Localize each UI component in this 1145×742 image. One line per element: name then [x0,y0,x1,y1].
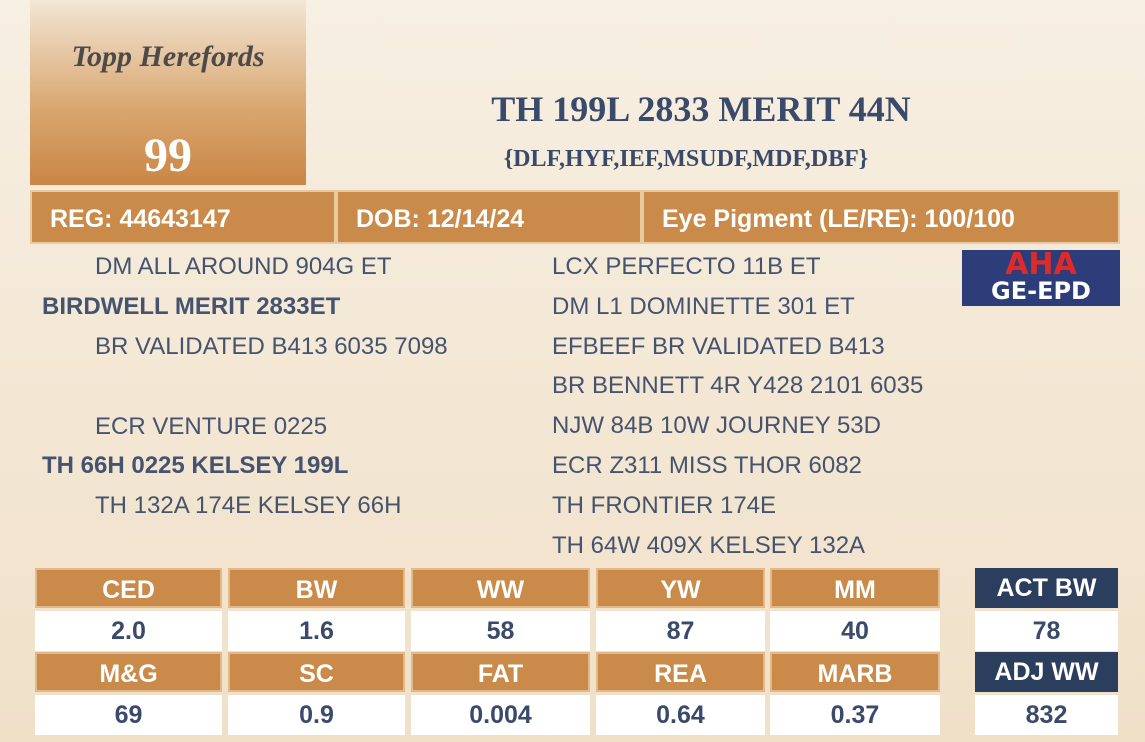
pedigree-dam: TH 66H 0225 KELSEY 199L [42,452,349,479]
epd-value: 40 [770,611,940,651]
pedigree-entry: DM ALL AROUND 904G ET [95,253,392,280]
info-cell: DOB: 12/14/24 [336,190,642,244]
pedigree-entry: ECR Z311 MISS THOR 6082 [552,452,862,479]
pedigree-entry: EFBEEF BR VALIDATED B413 [552,332,885,360]
subtitle: {DLF,HYF,IEF,MSUDF,MDF,DBF} [503,146,869,172]
info-cell: REG: 44643147 [30,190,336,244]
epd-header: YW [596,568,765,608]
pedigree-entry: TH 132A 174E KELSEY 66H [95,492,402,519]
pedigree-entry: LCX PERFECTO 11B ET [552,253,821,280]
epd-header: CED [35,568,222,608]
pedigree-entry: DM L1 DOMINETTE 301 ET [552,292,855,320]
epd-header: MARB [770,652,940,692]
logo-box: Topp Herefords 99 [30,0,306,185]
info-cell: Eye Pigment (LE/RE): 100/100 [642,190,1120,244]
logo: Topp Herefords [71,40,265,73]
epd-header: SC [228,652,405,692]
epd-value: 2.0 [35,611,222,651]
epd-value: 87 [596,611,765,651]
epd-header: WW [411,568,590,608]
epd-value: 0.37 [770,695,940,735]
badge-bottom: GE-EPD [991,277,1091,305]
pedigree-entry: BR BENNETT 4R Y428 2101 6035 [552,372,924,400]
actual-header: ADJ WW [975,652,1118,692]
epd-header: MM [770,568,940,608]
epd-value: 1.6 [228,611,405,651]
badge-top: AHA [1005,247,1077,282]
actual-value: 78 [975,611,1118,651]
epd-header: BW [228,568,405,608]
pedigree-entry: TH FRONTIER 174E [552,491,777,519]
epd-value: 0.9 [228,695,405,735]
epd-header: FAT [411,652,590,692]
pedigree-sire: BIRDWELL MERIT 2833ET [42,293,341,320]
epd-value: 69 [35,695,222,735]
actual-value: 832 [975,695,1118,735]
title: TH 199L 2833 MERIT 44N [491,89,911,129]
actual-header: ACT BW [975,568,1118,608]
epd-header: REA [596,652,765,692]
epd-value: 58 [411,611,590,651]
lot-number: 99 [144,129,192,182]
epd-header: M&G [35,652,222,692]
pedigree-entry: ECR VENTURE 0225 [95,413,328,440]
epd-value: 0.004 [411,695,590,735]
pedigree-entry: NJW 84B 10W JOURNEY 53D [552,412,881,440]
badge: AHA GE-EPD [962,250,1120,306]
epd-value: 0.64 [596,695,765,735]
pedigree-entry: BR VALIDATED B413 6035 7098 [95,333,448,360]
pedigree-entry: TH 64W 409X KELSEY 132A [552,531,866,559]
